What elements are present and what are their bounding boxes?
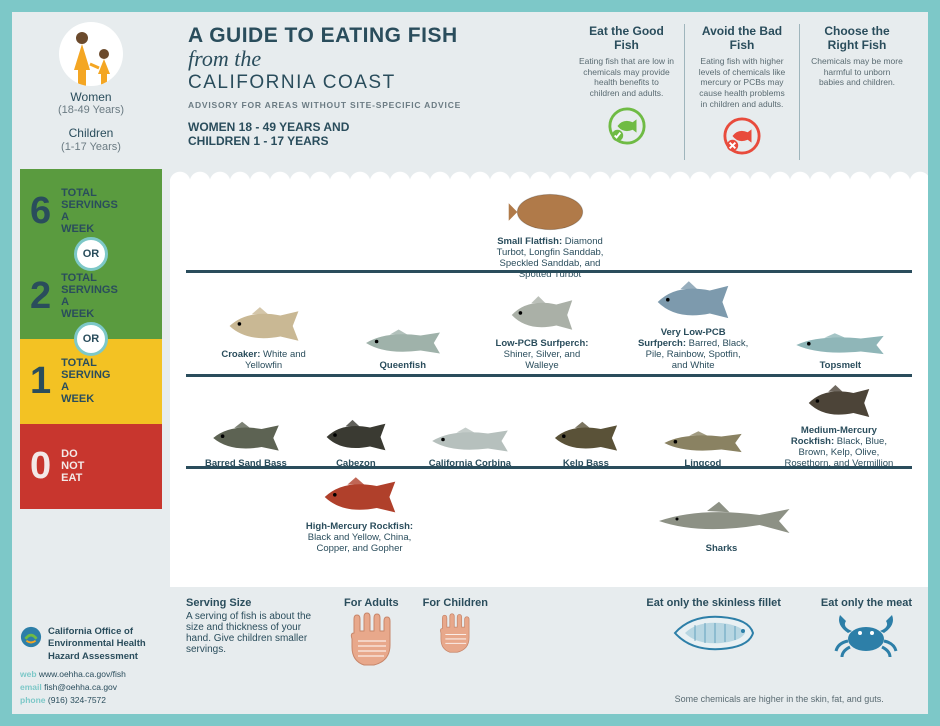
eat-fillet: Eat only the skinless fillet [646, 597, 781, 662]
hands: For Adults For Children [344, 597, 488, 670]
serving-size-title: Serving Size [186, 597, 326, 609]
contact-web: web www.oehha.ca.gov/fish [20, 669, 162, 680]
serving-block-0: 0DONOTEAT [20, 424, 162, 509]
footer: Serving Size A serving of fish is about … [170, 587, 928, 714]
fish-item: Low-PCB Surfperch: Shiner, Silver, and W… [482, 294, 602, 372]
fish-row-1: Barred Sand Bass Cabezon California Corb… [186, 374, 912, 466]
contact-phone: phone (916) 324-7572 [20, 695, 162, 706]
title-line1: A GUIDE TO EATING FISH [188, 24, 559, 48]
agency-logo-icon [20, 626, 42, 648]
fish-item: Croaker: White and Yellowfin [204, 305, 324, 372]
hand-adult-icon [344, 611, 398, 667]
bad-fish-icon [723, 117, 761, 155]
hand-adult: For Adults [344, 597, 399, 670]
fish-item: Queenfish [355, 328, 451, 372]
eat-meat-title: Eat only the meat [821, 597, 912, 609]
fish-row-2: Croaker: White and Yellowfin Queenfish L… [186, 270, 912, 374]
crab-icon [830, 611, 902, 659]
title-line3: CALIFORNIA COAST [188, 72, 559, 94]
tip: Avoid the Bad FishEating fish with highe… [684, 24, 799, 160]
fish-item: High-Mercury Rockfish: Black and Yellow,… [300, 475, 420, 555]
sidebar-women-title: Women [20, 90, 162, 104]
footer-right: Eat only the skinless fillet [646, 597, 912, 704]
eat-fillet-title: Eat only the skinless fillet [646, 597, 781, 609]
subtitle: ADVISORY FOR AREAS WITHOUT SITE-SPECIFIC… [188, 100, 559, 110]
title-line2: from the [188, 46, 559, 72]
contact-email: email fish@oehha.ca.gov [20, 682, 162, 693]
title-block: A GUIDE TO EATING FISH from the CALIFORN… [188, 24, 559, 160]
fish-row-6: Small Flatfish: Diamond Turbot, Longfin … [170, 184, 928, 270]
footer-note: Some chemicals are higher in the skin, f… [646, 694, 912, 704]
sidebar-children-range: (1-17 Years) [20, 141, 162, 153]
fish-item: Small Flatfish: Diamond Turbot, Longfin … [490, 190, 610, 281]
agency-name: California Office of Environmental Healt… [48, 626, 162, 663]
main: A GUIDE TO EATING FISH from the CALIFORN… [170, 12, 928, 714]
or-badge: OR [74, 237, 108, 271]
woman-child-icon [66, 30, 116, 86]
header: A GUIDE TO EATING FISH from the CALIFORN… [170, 12, 928, 170]
rows: Small Flatfish: Diamond Turbot, Longfin … [170, 170, 928, 587]
sidebar-children-title: Children [20, 126, 162, 140]
fish-item: Very Low-PCB Surfperch: Barred, Black, P… [633, 279, 753, 372]
family-icon: Women (18-49 Years) Children (1-17 Years… [20, 22, 162, 163]
audience: WOMEN 18 - 49 YEARS ANDCHILDREN 1 - 17 Y… [188, 120, 559, 149]
tip: Eat the Good FishEating fish that are lo… [569, 24, 684, 160]
page: Women (18-49 Years) Children (1-17 Years… [0, 0, 940, 726]
tips: Eat the Good FishEating fish that are lo… [569, 24, 914, 160]
hand-child-title: For Children [423, 597, 488, 609]
fish-item: Cabezon [317, 418, 395, 470]
sidebar-footer: California Office of Environmental Healt… [20, 626, 162, 706]
fish-fillet-icon [671, 611, 757, 655]
tip: Choose the Right FishChemicals may be mo… [799, 24, 914, 160]
fish-row-0: High-Mercury Rockfish: Black and Yellow,… [186, 466, 912, 558]
fish-item: Topsmelt [784, 332, 896, 372]
fish-item: Lingcod [653, 430, 753, 470]
fish-item: Sharks [643, 501, 801, 555]
hand-adult-title: For Adults [344, 597, 399, 609]
fish-item: Medium-Mercury Rockfish: Black, Blue, Br… [779, 383, 899, 470]
hand-child: For Children [423, 597, 488, 670]
sidebar-women-range: (18-49 Years) [20, 104, 162, 116]
fish-item: Kelp Bass [545, 420, 627, 470]
hand-child-icon [435, 611, 475, 655]
or-badge: OR [74, 322, 108, 356]
servings-stack: 6TOTALSERVINGSAWEEKOR2TOTALSERVINGSAWEEK… [20, 169, 162, 509]
fish-item: California Corbina [421, 426, 519, 470]
serving-size-body: A serving of fish is about the size and … [186, 611, 326, 655]
eat-meat: Eat only the meat [821, 597, 912, 662]
good-fish-icon [608, 107, 646, 145]
serving-size: Serving Size A serving of fish is about … [186, 597, 326, 655]
fish-item: Barred Sand Bass [201, 420, 291, 470]
sidebar: Women (18-49 Years) Children (1-17 Years… [12, 12, 170, 714]
